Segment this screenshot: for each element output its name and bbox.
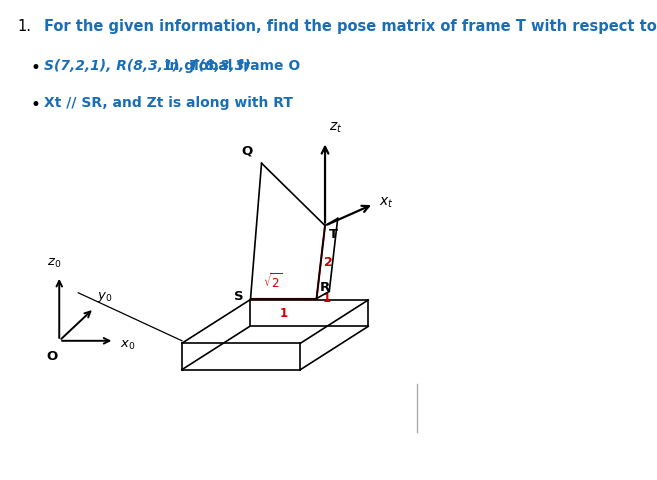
Text: S: S (234, 289, 244, 303)
Text: T: T (329, 228, 338, 241)
Text: $x_0$: $x_0$ (120, 339, 135, 352)
Text: in global frame O: in global frame O (160, 59, 300, 72)
Text: R: R (320, 281, 330, 294)
Text: 2: 2 (324, 255, 333, 269)
Text: 1.: 1. (18, 19, 32, 34)
Text: Q: Q (241, 144, 252, 157)
Text: •: • (30, 59, 40, 76)
Text: 1: 1 (323, 292, 331, 305)
Text: $\sqrt{2}$: $\sqrt{2}$ (263, 273, 283, 291)
Text: Xt // SR, and Zt is along with RT: Xt // SR, and Zt is along with RT (45, 96, 294, 110)
Text: For the given information, find the pose matrix of frame T with respect to frame: For the given information, find the pose… (45, 19, 657, 34)
Text: $x_t$: $x_t$ (379, 195, 394, 210)
Text: $y_0$: $y_0$ (97, 290, 113, 304)
Text: $z_t$: $z_t$ (329, 121, 343, 135)
Text: $z_0$: $z_0$ (47, 257, 61, 270)
Text: 1: 1 (279, 307, 288, 320)
Text: O: O (47, 350, 58, 363)
Text: S(7,2,1), R(8,3,1), T(8,3,3): S(7,2,1), R(8,3,1), T(8,3,3) (45, 59, 251, 72)
Text: •: • (30, 96, 40, 114)
